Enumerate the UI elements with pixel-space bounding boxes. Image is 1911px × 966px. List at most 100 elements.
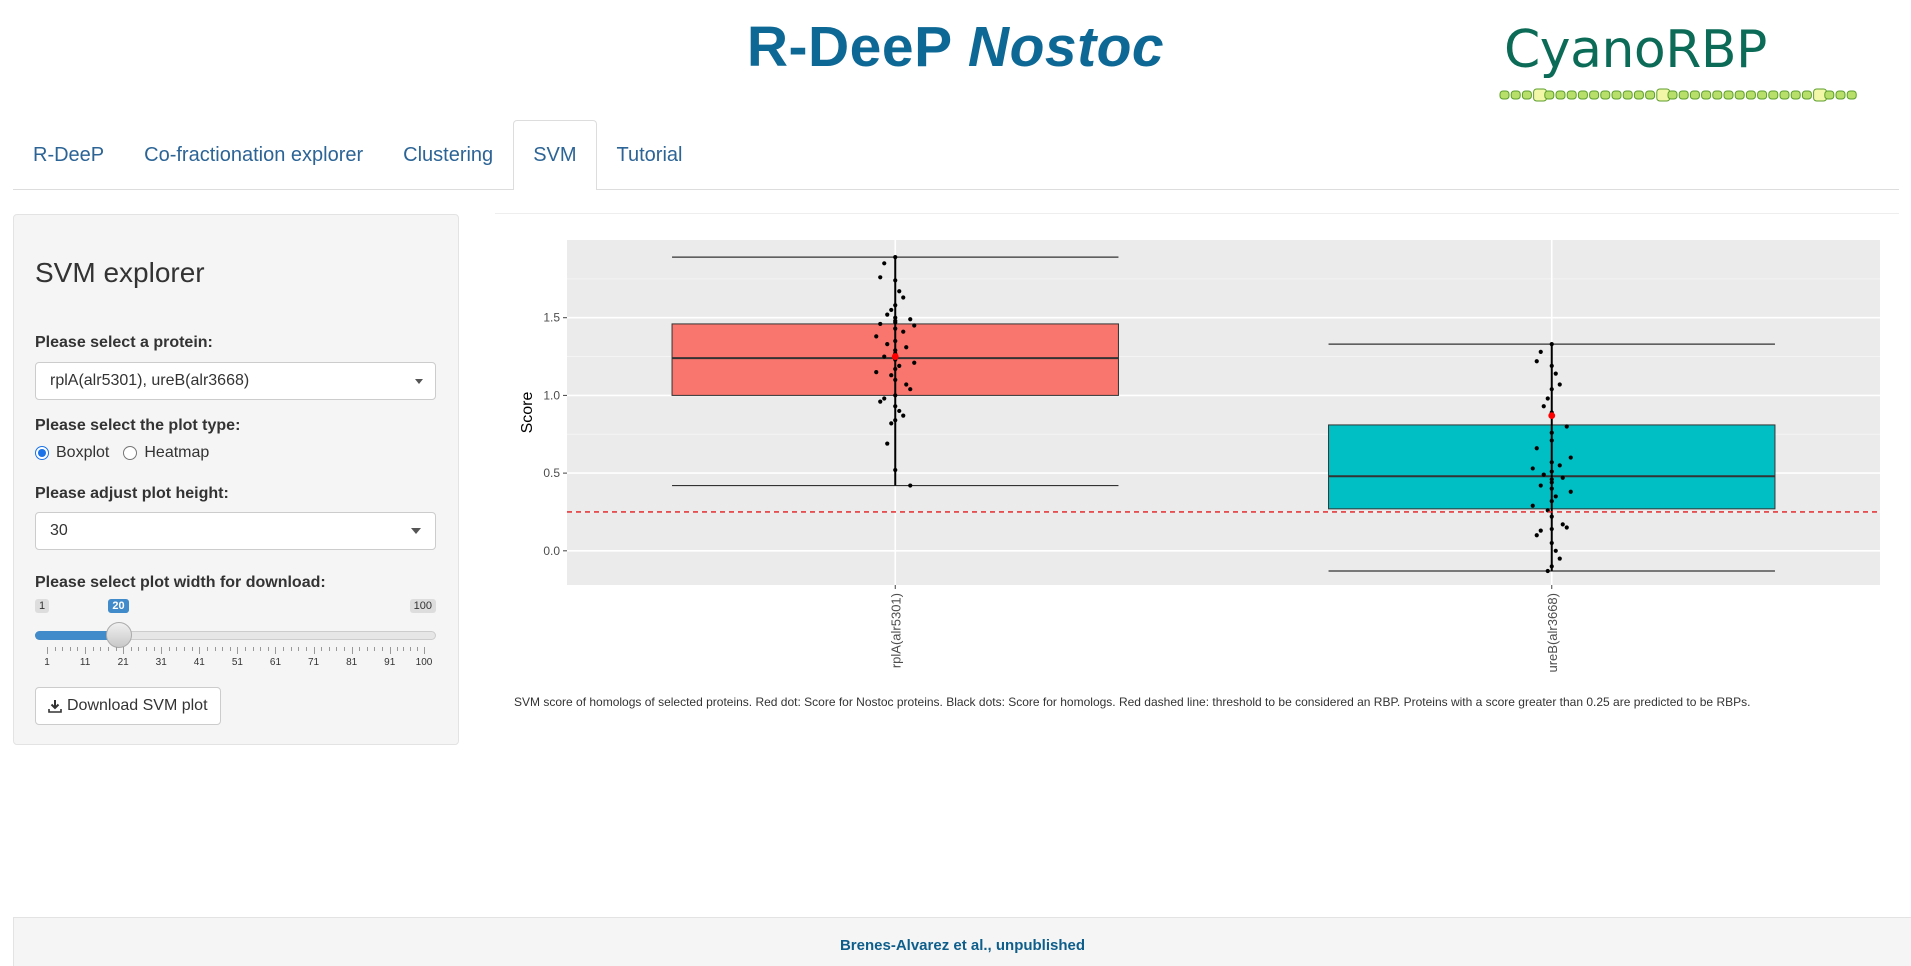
slider-minor-tick	[138, 647, 140, 651]
slider-tick-label: 91	[384, 657, 396, 668]
slider-minor-tick	[321, 647, 323, 651]
homolog-point	[1538, 349, 1543, 354]
homolog-point	[897, 289, 902, 294]
plot-width-slider[interactable]: 1 100 20 1 11 21 31 41 51 61 71 81 91 100	[35, 599, 436, 669]
filament-cell	[1521, 90, 1532, 100]
slider-tick-label: 21	[117, 657, 129, 668]
slider-minor-tick	[366, 647, 368, 651]
plot-type-radio-group: Boxplot Heatmap	[35, 444, 223, 462]
homolog-point	[904, 382, 909, 387]
slider-minor-tick	[374, 647, 376, 651]
homolog-point	[885, 312, 890, 317]
slider-tick	[123, 647, 125, 654]
homolog-point	[1549, 514, 1554, 519]
filament-cell	[1611, 90, 1622, 100]
slider-handle[interactable]	[106, 622, 133, 648]
slider-minor-tick	[283, 647, 285, 651]
logo-text: CyanoRBP	[1504, 20, 1767, 80]
radio-boxplot-label[interactable]: Boxplot	[56, 444, 110, 461]
homolog-point	[874, 369, 879, 375]
plot-height-value: 30	[50, 522, 68, 539]
homolog-point	[893, 338, 898, 344]
filament-cell	[1645, 90, 1656, 100]
box-group-1	[1328, 342, 1776, 574]
homolog-point	[1549, 498, 1554, 504]
nostoc-protein-point	[891, 353, 899, 360]
filament-cell	[1790, 90, 1801, 100]
slider-minor-tick	[62, 647, 64, 651]
plot-caption: SVM score of homologs of selected protei…	[514, 695, 1751, 709]
tab-svm[interactable]: SVM	[513, 120, 597, 190]
filament-cell	[1589, 90, 1600, 100]
nostoc-protein-point	[1548, 412, 1556, 420]
slider-minor-tick	[107, 647, 109, 651]
tab-co-fractionation-explorer[interactable]: Co-fractionation explorer	[144, 143, 364, 166]
slider-max-label: 100	[409, 599, 436, 613]
sidebar-panel: SVM explorer Please select a protein: rp…	[13, 214, 459, 745]
filament-cell	[1835, 90, 1846, 100]
homolog-point	[1534, 359, 1539, 364]
filament-cell	[1757, 90, 1768, 100]
main-panel-divider	[495, 213, 1899, 214]
homolog-point	[893, 418, 898, 423]
tab-tutorial[interactable]: Tutorial	[616, 143, 683, 166]
homolog-point	[912, 360, 917, 365]
radio-heatmap-label[interactable]: Heatmap	[144, 444, 210, 461]
slider-value-label: 20	[108, 599, 129, 613]
slider-minor-tick	[153, 647, 155, 651]
slider-tick	[275, 647, 277, 654]
homolog-point	[1549, 460, 1554, 465]
homolog-point	[1564, 525, 1569, 530]
chevron-down-icon	[411, 528, 421, 534]
plot-height-select[interactable]: 30	[35, 512, 436, 550]
slider-minor-tick	[245, 647, 247, 651]
radio-heatmap[interactable]	[123, 446, 138, 460]
homolog-point	[1549, 540, 1554, 546]
download-svm-plot-button[interactable]: Download SVM plot	[35, 687, 221, 725]
homolog-point	[893, 404, 898, 409]
slider-tick	[313, 647, 315, 654]
plot-height-label: Please adjust plot height:	[35, 485, 229, 502]
homolog-point	[885, 441, 890, 446]
x-tick-label: ureB(alr3668)	[1545, 593, 1560, 673]
x-tick-label: rplA(alr5301)	[888, 593, 903, 668]
plot-width-label: Please select plot width for download:	[35, 574, 326, 591]
homolog-point	[1530, 466, 1535, 471]
slider-minor-tick	[54, 647, 56, 651]
filament-cell	[1745, 90, 1756, 100]
slider-minor-tick	[298, 647, 300, 651]
slider-tick-label: 100	[415, 657, 433, 668]
app-title-main: R-DeeP	[746, 15, 952, 79]
slider-tick	[161, 647, 163, 654]
homolog-point	[908, 387, 913, 392]
filament-cell	[1734, 90, 1745, 100]
homolog-point	[1549, 430, 1554, 435]
slider-tick-label: 61	[269, 657, 282, 668]
slider-minor-tick	[305, 647, 307, 651]
slider-tick	[47, 647, 48, 654]
homolog-point	[893, 303, 898, 308]
slider-minor-tick	[328, 647, 330, 651]
slider-minor-tick	[403, 647, 405, 651]
homolog-point	[1553, 494, 1558, 499]
slider-tick-label: 81	[346, 657, 358, 668]
tab-clustering[interactable]: Clustering	[403, 143, 494, 166]
slider-minor-tick	[222, 647, 224, 651]
filament-cell	[1712, 90, 1723, 100]
homolog-point	[897, 408, 902, 414]
filament-cell	[1678, 90, 1689, 100]
sidebar-title: SVM explorer	[35, 257, 205, 288]
protein-select[interactable]: rplA(alr5301), ureB(alr3668)	[35, 362, 436, 400]
slider-minor-tick	[77, 647, 79, 651]
slider-minor-tick	[191, 647, 193, 651]
slider-minor-tick	[214, 647, 216, 651]
slider-minor-tick	[260, 647, 262, 651]
filament-chain-icon	[1499, 88, 1857, 102]
homolog-point	[1549, 477, 1554, 482]
radio-boxplot[interactable]	[35, 446, 49, 460]
homolog-point	[882, 354, 887, 359]
slider-minor-tick	[336, 647, 338, 651]
tab-r-deep[interactable]: R-DeeP	[33, 143, 105, 166]
slider-minor-tick	[92, 647, 94, 651]
homolog-point	[878, 321, 883, 327]
